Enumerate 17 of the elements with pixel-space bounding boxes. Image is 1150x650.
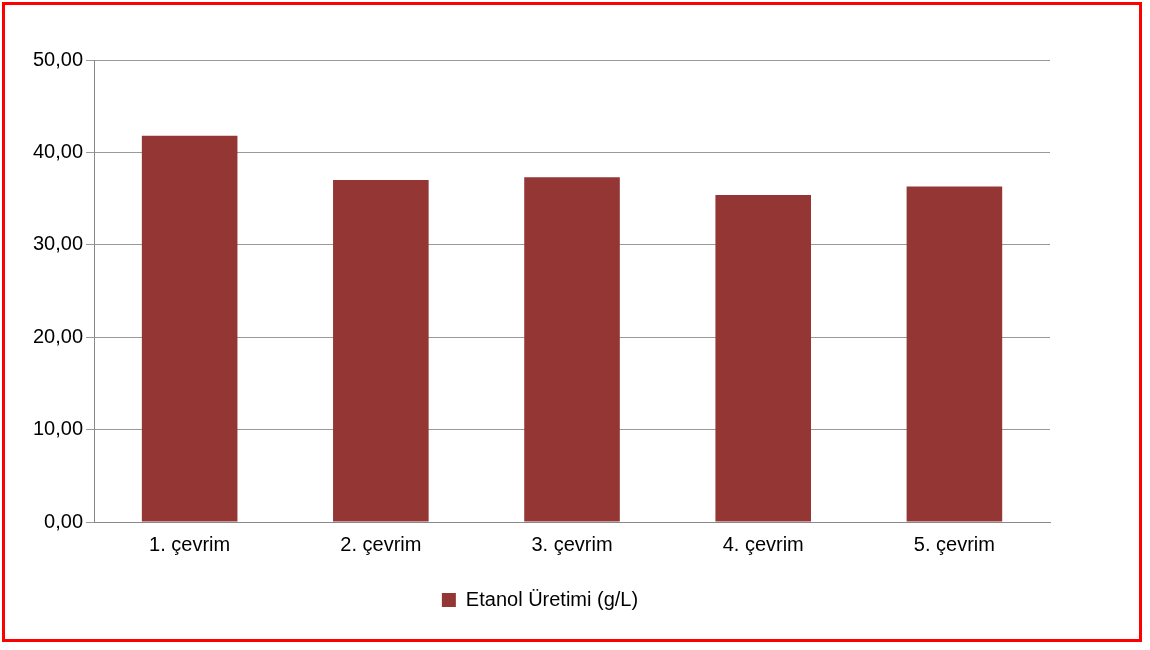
legend-label: Etanol Üretimi (g/L) <box>465 587 639 610</box>
bar <box>141 135 238 522</box>
y-tick-label: 30,00 <box>32 232 84 255</box>
bar <box>715 194 812 522</box>
y-tick-label: 40,00 <box>32 139 84 162</box>
x-tick-label: 3. çevrim <box>531 532 613 555</box>
y-tick-label: 10,00 <box>32 417 84 440</box>
x-tick-label: 2. çevrim <box>340 532 422 555</box>
x-tick-label: 1. çevrim <box>149 532 231 555</box>
bar <box>333 180 429 522</box>
bar <box>524 177 620 522</box>
y-tick-label: 50,00 <box>32 47 84 70</box>
x-tick-label: 4. çevrim <box>722 532 804 555</box>
y-tick-label: 0,00 <box>44 509 84 532</box>
x-tick-label: 5. çevrim <box>913 532 995 555</box>
bar <box>906 186 1003 522</box>
y-tick-label: 20,00 <box>32 324 84 347</box>
